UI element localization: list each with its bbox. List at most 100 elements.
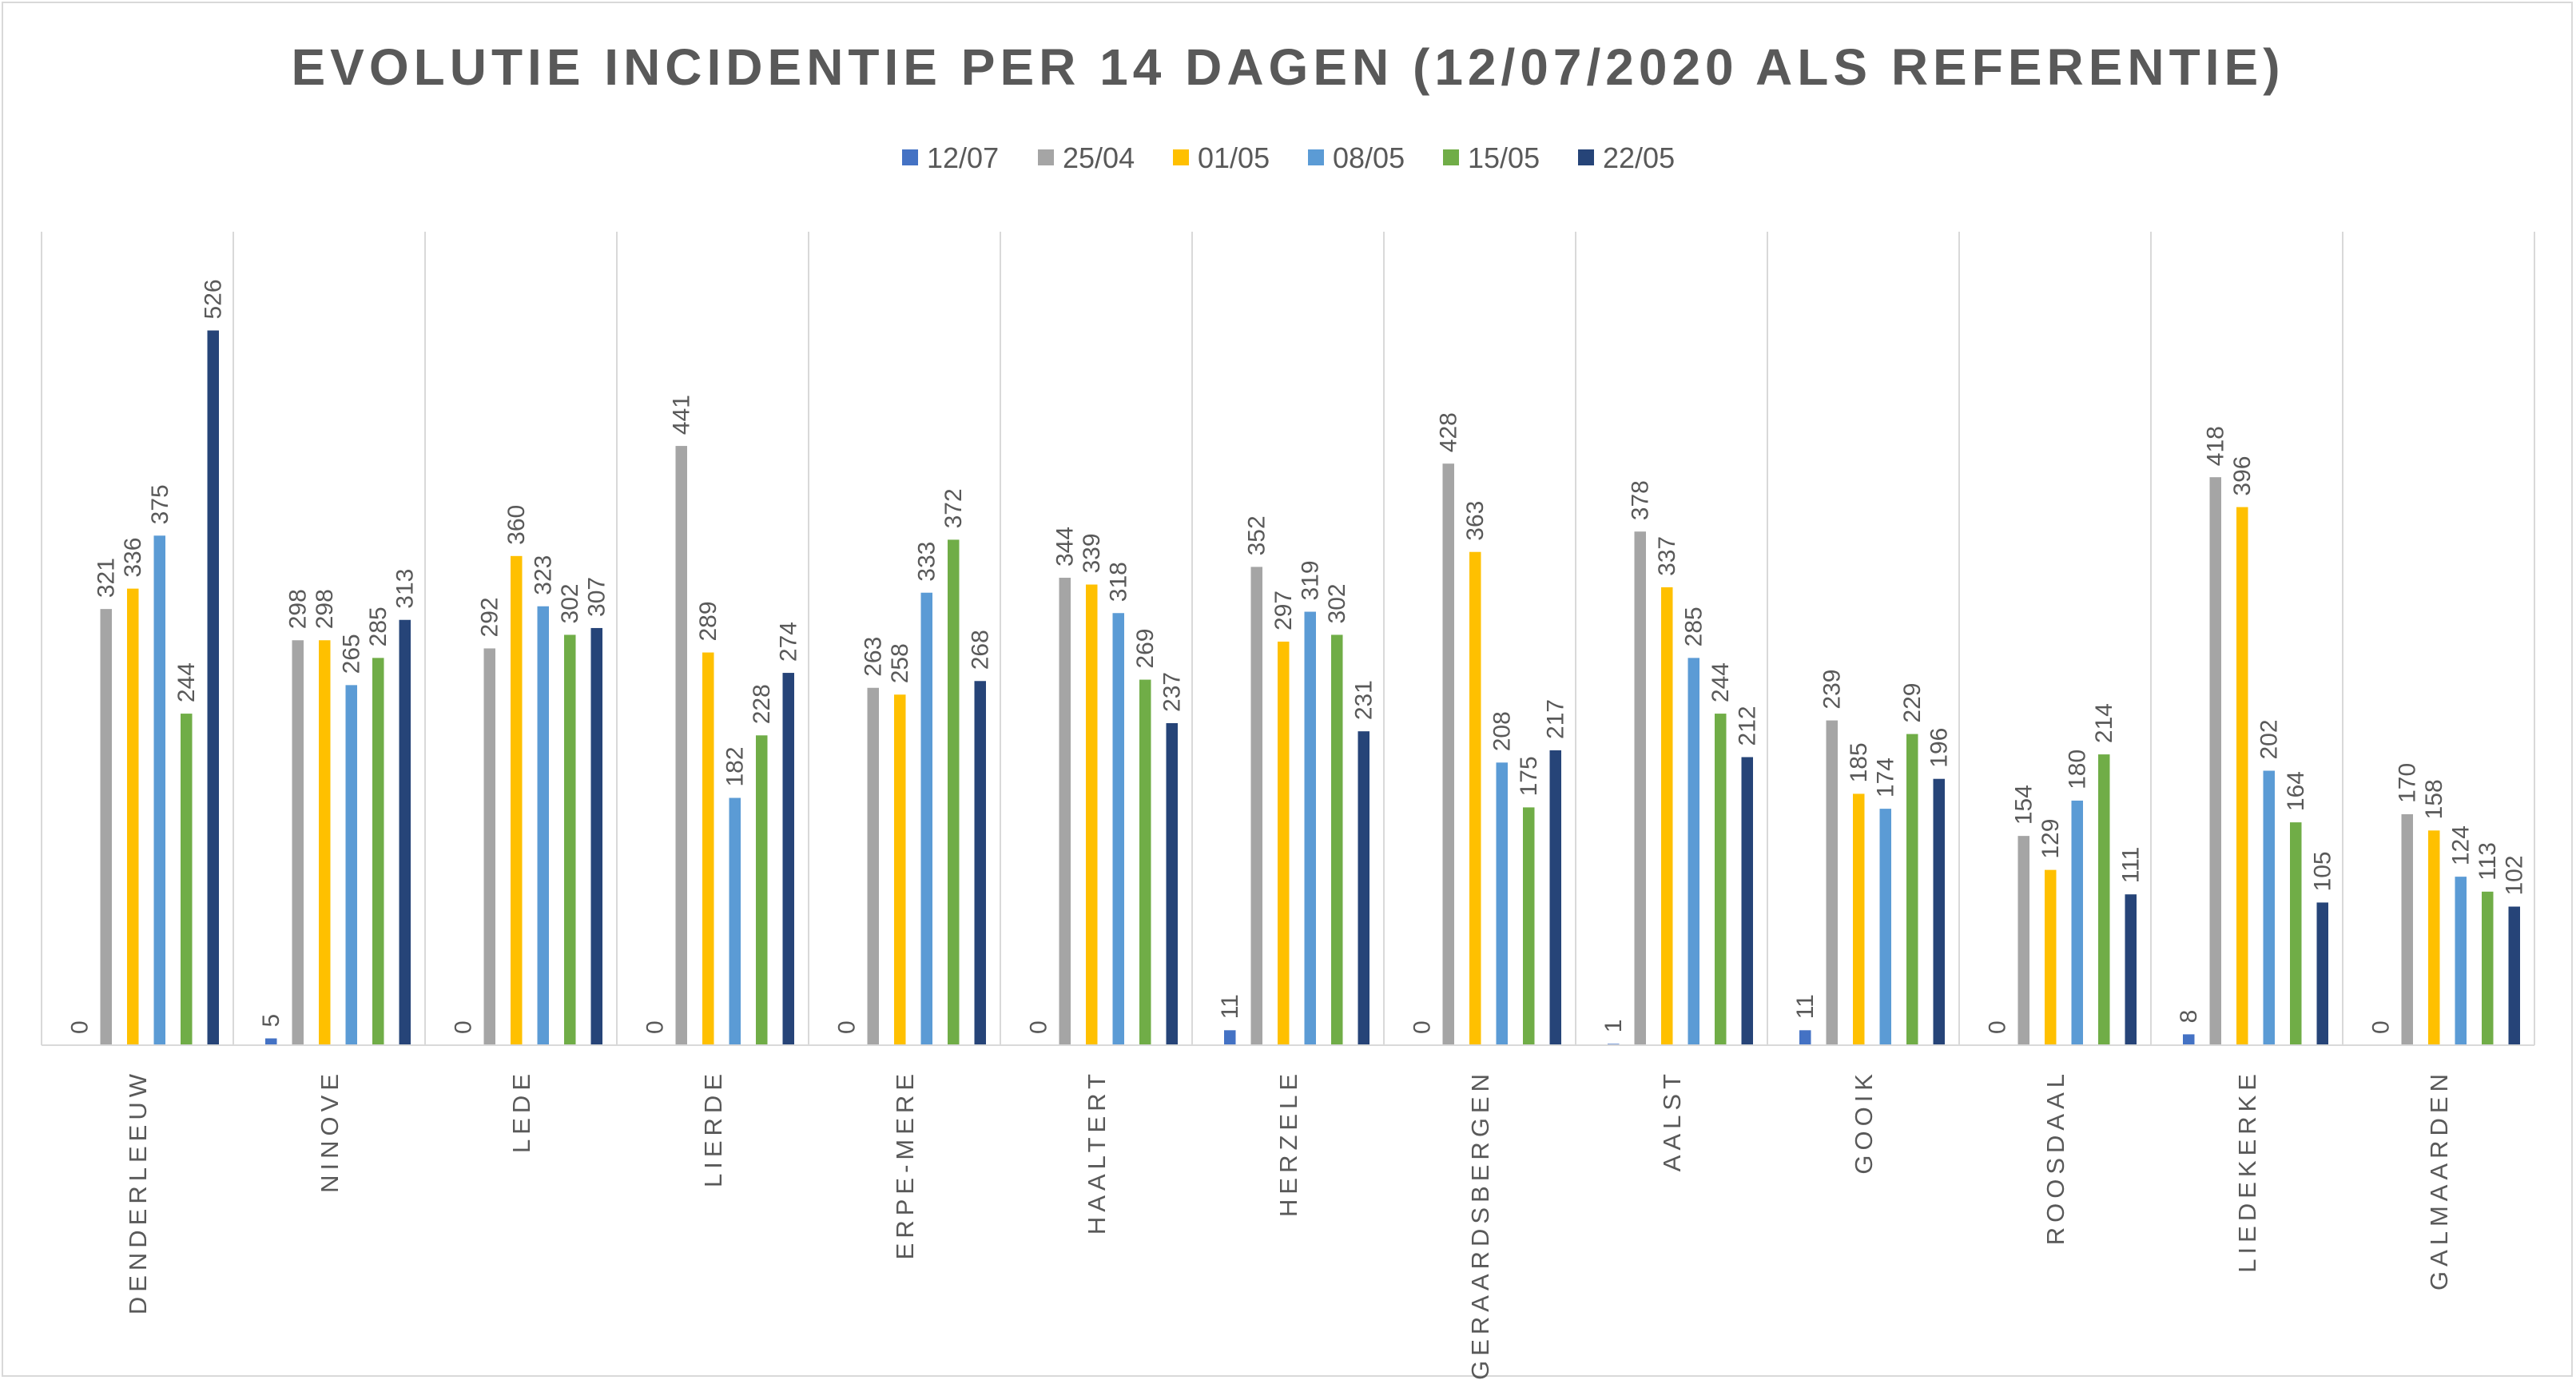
category-label-aalst: AALST: [1658, 1069, 1686, 1171]
bar-roosdaal-25-04: [2017, 836, 2029, 1045]
value-label-geraardsbergen-15-05: 175: [1516, 756, 1542, 796]
value-label-haaltert-22-05: 237: [1159, 672, 1186, 712]
value-label-ninove-25-04: 298: [285, 589, 312, 629]
bar-lede-25-04: [483, 648, 495, 1045]
value-label-gooik-01-05: 185: [1846, 742, 1872, 782]
legend-swatch-01-05: [1173, 149, 1189, 165]
value-label-lierde-08-05: 182: [722, 746, 749, 786]
bar-geraardsbergen-22-05: [1549, 750, 1561, 1045]
bar-denderleeuw-15-05: [181, 714, 193, 1045]
bar-gooik-08-05: [1879, 809, 1891, 1045]
value-label-haaltert-25-04: 344: [1052, 527, 1079, 567]
value-label-roosdaal-22-05: 111: [2118, 847, 2145, 884]
bar-aalst-01-05: [1661, 587, 1673, 1045]
value-label-aalst-08-05: 285: [1681, 606, 1707, 646]
value-label-geraardsbergen-12-07: 0: [1409, 1020, 1435, 1034]
legend-swatch-08-05: [1308, 149, 1324, 165]
bar-ninove-08-05: [345, 685, 357, 1045]
value-label-roosdaal-25-04: 154: [2011, 785, 2037, 825]
bar-herzele-22-05: [1358, 731, 1369, 1045]
legend-label-01-05: 01/05: [1198, 141, 1270, 174]
category-labels: DENDERLEEUW NINOVE LEDE LIERDE ERPE-MERE HAAL…: [124, 1069, 2453, 1380]
value-label-lede-22-05: 307: [584, 577, 610, 617]
bar-ninove-15-05: [372, 658, 384, 1045]
value-label-denderleeuw-15-05: 244: [173, 662, 200, 702]
category-label-haaltert: HAALTERT: [1083, 1069, 1111, 1235]
bar-ninove-12-07: [265, 1038, 277, 1045]
legend: 12/07 25/04 01/05 08/05 15/05 22/05: [902, 141, 1675, 174]
value-label-denderleeuw-22-05: 526: [201, 279, 227, 319]
bar-lede-08-05: [537, 606, 549, 1045]
value-label-erpe-mere-12-07: 0: [833, 1020, 860, 1034]
category-label-galmaarden: GALMAARDEN: [2425, 1069, 2453, 1291]
bar-roosdaal-01-05: [2045, 869, 2057, 1045]
bar-liedekerke-12-07: [2183, 1034, 2195, 1045]
legend-label-25-04: 25/04: [1063, 141, 1135, 174]
bar-lede-22-05: [590, 627, 602, 1045]
value-label-galmaarden-01-05: 158: [2421, 779, 2447, 819]
bar-gooik-01-05: [1853, 793, 1865, 1045]
value-label-aalst-12-07: 1: [1600, 1020, 1627, 1033]
value-label-geraardsbergen-01-05: 363: [1462, 501, 1489, 541]
bar-galmaarden-25-04: [2401, 813, 2413, 1045]
bar-lierde-08-05: [729, 797, 741, 1045]
value-label-lede-08-05: 323: [531, 555, 557, 595]
value-label-liedekerke-01-05: 396: [2229, 456, 2256, 496]
value-label-erpe-mere-08-05: 333: [914, 542, 940, 582]
value-label-erpe-mere-25-04: 263: [861, 637, 887, 677]
value-label-ninove-08-05: 265: [339, 634, 365, 674]
bar-liedekerke-01-05: [2236, 507, 2248, 1045]
value-label-lede-12-07: 0: [450, 1020, 476, 1034]
value-label-herzele-12-07: 11: [1217, 994, 1243, 1019]
bar-herzele-25-04: [1250, 567, 1262, 1045]
value-label-lierde-01-05: 289: [695, 601, 722, 641]
bar-geraardsbergen-01-05: [1469, 551, 1481, 1045]
value-label-erpe-mere-15-05: 372: [940, 488, 967, 528]
bar-herzele-15-05: [1331, 634, 1343, 1045]
legend-label-12-07: 12/07: [927, 141, 999, 174]
value-label-galmaarden-08-05: 124: [2448, 825, 2475, 865]
bar-geraardsbergen-08-05: [1496, 762, 1508, 1045]
value-label-denderleeuw-08-05: 375: [147, 484, 173, 524]
value-label-haaltert-01-05: 339: [1079, 533, 1105, 573]
value-label-geraardsbergen-22-05: 217: [1543, 699, 1569, 739]
bar-galmaarden-01-05: [2428, 830, 2440, 1045]
bar-denderleeuw-08-05: [153, 535, 165, 1045]
bar-geraardsbergen-25-04: [1442, 463, 1454, 1045]
bar-liedekerke-22-05: [2316, 902, 2328, 1045]
value-label-ninove-15-05: 285: [365, 606, 392, 646]
category-label-lede: LEDE: [507, 1069, 535, 1153]
value-label-gooik-12-07: 11: [1792, 994, 1819, 1019]
bar-erpe-mere-15-05: [948, 539, 960, 1045]
value-label-galmaarden-15-05: 113: [2475, 842, 2501, 881]
bar-haaltert-01-05: [1086, 584, 1098, 1045]
bar-gooik-22-05: [1933, 778, 1945, 1045]
value-label-roosdaal-08-05: 180: [2065, 750, 2091, 789]
value-label-denderleeuw-12-07: 0: [66, 1020, 93, 1034]
value-label-gooik-15-05: 229: [1899, 683, 1926, 723]
bar-herzele-08-05: [1304, 611, 1316, 1045]
bar-aalst-25-04: [1634, 531, 1646, 1045]
bar-gooik-12-07: [1799, 1030, 1811, 1045]
value-label-denderleeuw-01-05: 336: [120, 538, 146, 578]
value-label-liedekerke-08-05: 202: [2256, 719, 2283, 759]
value-label-liedekerke-22-05: 105: [2310, 851, 2336, 891]
value-label-lierde-12-07: 0: [642, 1020, 668, 1034]
category-gridlines: [41, 232, 2535, 1045]
value-label-herzele-15-05: 302: [1324, 583, 1350, 623]
value-label-galmaarden-22-05: 102: [2502, 855, 2528, 895]
bar-liedekerke-15-05: [2290, 822, 2302, 1045]
bar-geraardsbergen-15-05: [1523, 807, 1535, 1045]
legend-label-15-05: 15/05: [1468, 141, 1540, 174]
bar-denderleeuw-25-04: [100, 609, 112, 1045]
value-label-liedekerke-15-05: 164: [2283, 771, 2309, 811]
bar-galmaarden-08-05: [2455, 877, 2467, 1045]
value-label-roosdaal-01-05: 129: [2037, 819, 2064, 859]
bar-haaltert-22-05: [1166, 722, 1178, 1045]
bar-galmaarden-15-05: [2482, 891, 2494, 1045]
bar-erpe-mere-08-05: [920, 592, 932, 1045]
category-label-denderleeuw: DENDERLEEUW: [124, 1069, 152, 1314]
bar-haaltert-25-04: [1059, 578, 1071, 1045]
bar-gooik-25-04: [1826, 720, 1838, 1045]
